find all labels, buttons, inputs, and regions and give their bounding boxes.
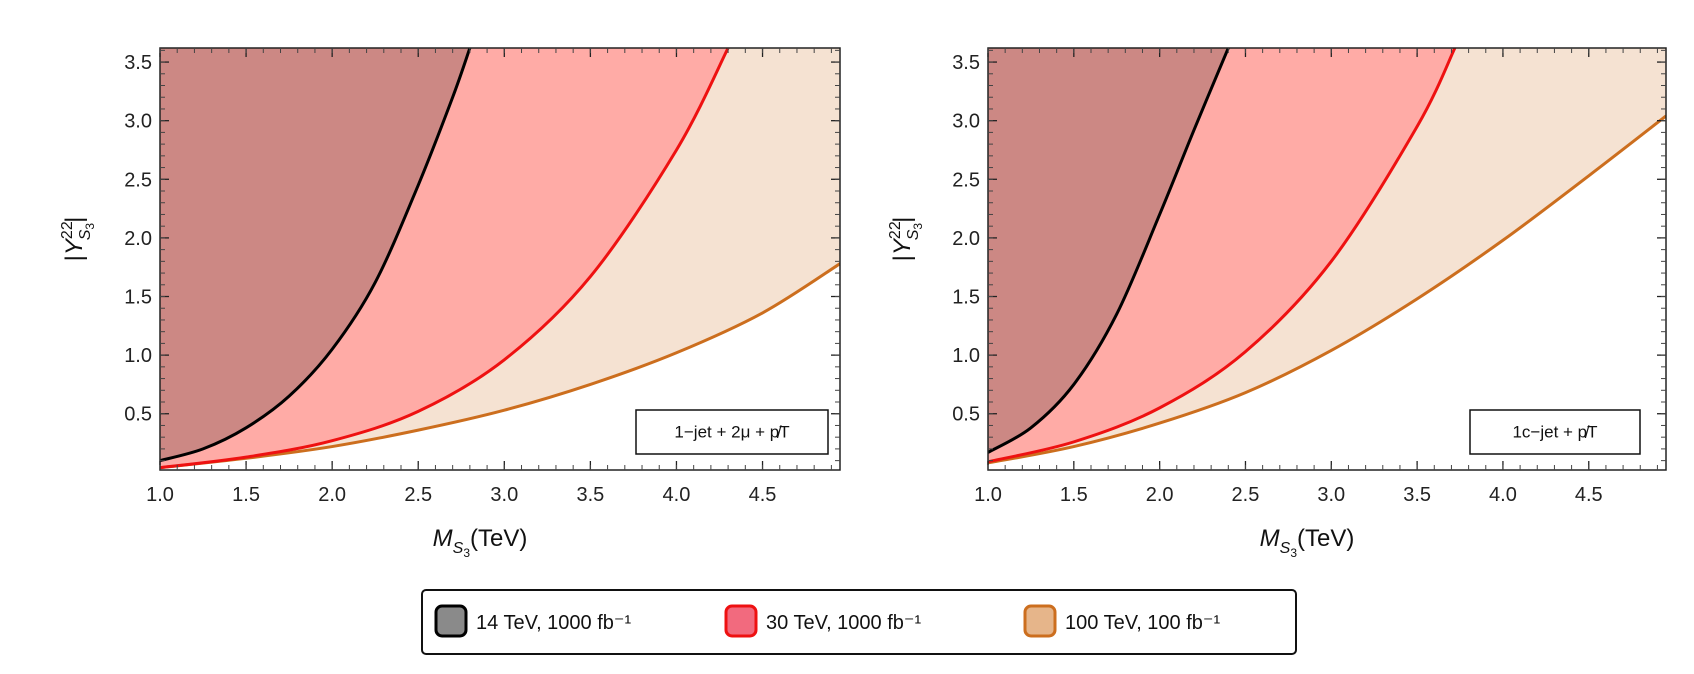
right-curve-14tev <box>988 48 1230 454</box>
right-boundary-curves <box>988 48 1666 465</box>
right-y-tick-label: 2.0 <box>952 228 980 250</box>
left-y-axis-title: |Y22S3| <box>59 217 97 262</box>
right-y-tick-label: 3.5 <box>952 52 980 74</box>
left-boundary-curves <box>160 48 840 470</box>
left-y-tick-label: 3.0 <box>124 111 152 133</box>
right-x-axis-title: MS3(TeV) <box>1260 525 1355 560</box>
left-axis-ticks: 1.0 1.5 2.0 2.5 3.0 3.5 4.0 4.5 0.5 1.0 1.5 2.0 2.5 3… <box>124 48 840 506</box>
left-x-tick-label: 1.5 <box>232 484 260 506</box>
legend-item-14tev: 14 TeV, 1000 fb⁻¹ <box>434 604 631 638</box>
legend-label-14tev: 14 TeV, 1000 fb⁻¹ <box>476 612 631 634</box>
right-x-tick-label: 2.0 <box>1146 484 1174 506</box>
right-x-tick-label: 4.0 <box>1489 484 1517 506</box>
left-x-tick-label: 2.0 <box>318 484 346 506</box>
legend-frame <box>421 589 1297 655</box>
right-shaded-regions <box>988 48 1666 463</box>
right-plot-frame <box>987 47 1667 471</box>
left-x-axis-title: MS3(TeV) <box>433 525 528 560</box>
right-x-tick-label: 3.5 <box>1403 484 1431 506</box>
left-annotation-box: 1−jet + 2μ + p̸T <box>635 409 829 455</box>
right-y-tick-label: 1.5 <box>952 287 980 309</box>
left-curve-100tev <box>160 262 840 470</box>
left-plot-frame <box>159 47 841 471</box>
left-y-tick-label: 1.0 <box>124 345 152 367</box>
right-x-tick-label: 4.5 <box>1575 484 1603 506</box>
legend-swatch-100tev <box>1023 604 1057 638</box>
right-y-tick-label: 3.0 <box>952 111 980 133</box>
left-y-tick-label: 2.5 <box>124 169 152 191</box>
left-annotation-text: 1−jet + 2μ + p̸T <box>674 422 789 441</box>
left-x-tick-label: 4.5 <box>749 484 777 506</box>
legend: 14 TeV, 1000 fb⁻¹ 30 TeV, 1000 fb⁻¹ 100 … <box>421 589 1297 655</box>
legend-item-30tev: 30 TeV, 1000 fb⁻¹ <box>724 604 921 638</box>
right-y-axis-title: |Y22S3| <box>887 217 925 262</box>
left-x-tick-label: 3.5 <box>576 484 604 506</box>
left-curve-30tev <box>160 48 730 470</box>
right-axis-ticks: 1.0 1.5 2.0 2.5 3.0 3.5 4.0 4.5 0.5 1.0 1.5 2.0 2.5 3… <box>952 48 1666 506</box>
left-annotation-frame <box>635 409 829 455</box>
legend-swatch-14tev <box>434 604 468 638</box>
left-curve-14tev <box>160 48 472 463</box>
right-region-14tev <box>988 48 1229 453</box>
left-panel: 1.0 1.5 2.0 2.5 3.0 3.5 4.0 4.5 0.5 1.0 1.5 2.0 2.5 3… <box>59 47 841 560</box>
right-x-tick-label: 3.0 <box>1317 484 1345 506</box>
legend-item-100tev: 100 TeV, 100 fb⁻¹ <box>1023 604 1220 638</box>
left-y-tick-label: 3.5 <box>124 52 152 74</box>
left-x-tick-label: 4.0 <box>663 484 691 506</box>
right-panel: 1.0 1.5 2.0 2.5 3.0 3.5 4.0 4.5 0.5 1.0 1.5 2.0 2.5 3… <box>887 47 1667 560</box>
right-x-tick-label: 1.5 <box>1060 484 1088 506</box>
legend-label-100tev: 100 TeV, 100 fb⁻¹ <box>1065 612 1220 634</box>
right-curve-30tev <box>988 48 1457 464</box>
right-y-tick-label: 1.0 <box>952 345 980 367</box>
right-x-tick-label: 1.0 <box>974 484 1002 506</box>
right-annotation-box: 1c−jet + p̸T <box>1469 409 1641 455</box>
left-region-14tev <box>160 48 470 461</box>
right-annotation-text: 1c−jet + p̸T <box>1512 422 1597 441</box>
left-y-tick-label: 1.5 <box>124 287 152 309</box>
left-x-tick-label: 1.0 <box>146 484 174 506</box>
right-x-tick-label: 2.5 <box>1232 484 1260 506</box>
left-y-tick-label: 0.5 <box>124 404 152 426</box>
left-y-tick-label: 2.0 <box>124 228 152 250</box>
legend-swatch-30tev <box>724 604 758 638</box>
right-annotation-frame <box>1469 409 1641 455</box>
right-curve-100tev <box>988 114 1666 465</box>
legend-label-30tev: 30 TeV, 1000 fb⁻¹ <box>766 612 921 634</box>
right-y-tick-label: 0.5 <box>952 404 980 426</box>
right-y-tick-label: 2.5 <box>952 169 980 191</box>
left-x-tick-label: 3.0 <box>490 484 518 506</box>
left-x-tick-label: 2.5 <box>404 484 432 506</box>
left-shaded-regions <box>160 48 840 468</box>
